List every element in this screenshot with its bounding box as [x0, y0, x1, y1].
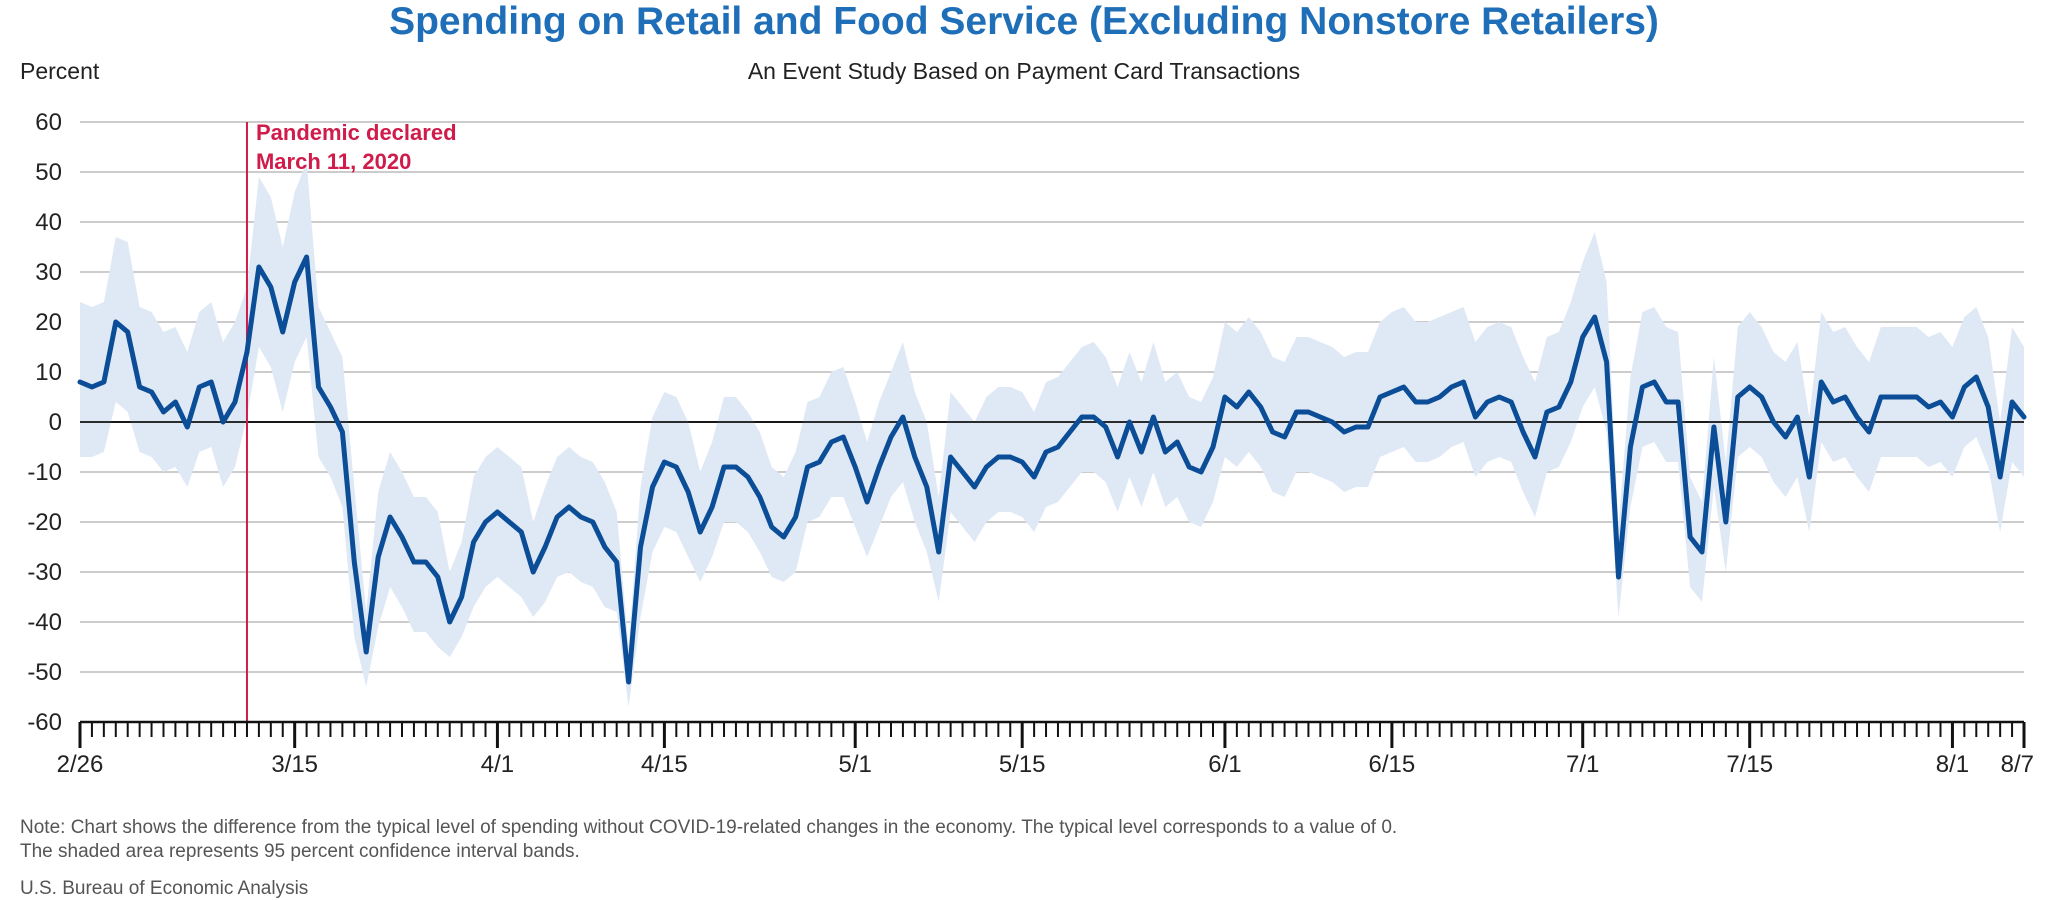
chart-title: Spending on Retail and Food Service (Exc…	[389, 0, 1659, 43]
x-tick-label: 2/26	[57, 751, 104, 778]
chart-svg: 60 50 40 30 20 10 0 -10 -20 -30 -40 -50 -60 Pandemic …	[27, 109, 2034, 778]
confidence-band	[80, 162, 2024, 707]
chart-note: Note: Chart shows the difference from th…	[20, 816, 1397, 864]
annotation-line-1: Pandemic declared	[256, 120, 457, 145]
note-line-2: The shaded area represents 95 percent co…	[20, 841, 580, 862]
x-tick-label: 4/1	[481, 751, 514, 778]
x-tick-label: 6/15	[1369, 751, 1416, 778]
x-tick-label: 8/1	[1936, 751, 1969, 778]
y-tick-label: -20	[27, 509, 62, 536]
x-tick-label: 5/15	[999, 751, 1046, 778]
x-tick-label: 4/15	[641, 751, 688, 778]
chart-subtitle: An Event Study Based on Payment Card Tra…	[747, 58, 1301, 84]
note-line-1: Note: Chart shows the difference from th…	[20, 817, 1398, 838]
y-tick-label: -10	[27, 459, 62, 486]
y-tick-label: -40	[27, 609, 62, 636]
y-tick-label: 50	[35, 159, 62, 186]
y-tick-label: -50	[27, 659, 62, 686]
x-tick-label: 8/7	[2001, 751, 2034, 778]
x-tick-label: 6/1	[1208, 751, 1241, 778]
y-tick-label: 0	[49, 409, 62, 436]
x-tick-label: 5/1	[839, 751, 872, 778]
y-tick-label: -60	[27, 709, 62, 736]
annotation-line-2: March 11, 2020	[256, 149, 411, 174]
y-tick-label: 30	[35, 259, 62, 286]
y-axis-label: Percent	[20, 58, 100, 84]
x-tick-label: 3/15	[271, 751, 318, 778]
y-tick-label: 10	[35, 359, 62, 386]
y-tick-label: 20	[35, 309, 62, 336]
series-line	[77, 254, 2027, 685]
x-tick-label: 7/1	[1566, 751, 1599, 778]
source-credit: U.S. Bureau of Economic Analysis	[20, 878, 309, 899]
y-tick-label: 40	[35, 209, 62, 236]
x-tick-label: 7/15	[1726, 751, 1773, 778]
y-tick-label: 60	[35, 109, 62, 136]
y-tick-label: -30	[27, 559, 62, 586]
